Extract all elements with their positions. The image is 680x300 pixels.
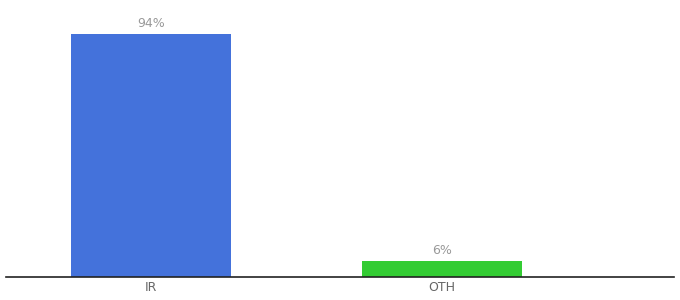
Bar [362, 261, 522, 277]
Text: 6%: 6% [432, 244, 452, 257]
Text: 94%: 94% [137, 17, 165, 30]
Bar [71, 34, 231, 277]
